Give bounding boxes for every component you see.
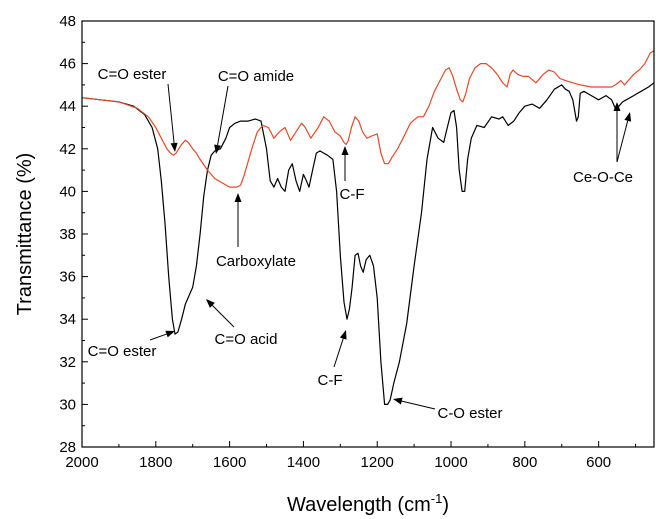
tick-layer: 2000 1800 1600 1400 1200 1000 800 600 28 30 32 34 36… <box>59 13 637 471</box>
annotation-arrow-line <box>149 333 167 341</box>
annotation-arrowhead <box>613 102 621 111</box>
annotation-arrow-line <box>217 85 229 146</box>
x-tick-label: 2000 <box>65 454 98 471</box>
plot-frame <box>81 20 655 448</box>
series-layer <box>81 50 655 405</box>
annotation-label: C=O ester <box>98 66 167 83</box>
annotation-arrow-line <box>616 120 629 163</box>
y-tick-label: 40 <box>59 183 76 200</box>
annotation-label: C-F <box>318 372 343 389</box>
y-tick-label: 34 <box>59 311 76 328</box>
x-tick-label: 1400 <box>287 454 320 471</box>
annotation-arrowhead <box>341 146 349 155</box>
annotation-label: C-F <box>340 186 365 203</box>
y-tick-label: 32 <box>59 354 76 371</box>
annotation-arrowhead <box>393 397 403 405</box>
y-axis-label: Transmittance (%) <box>14 153 36 316</box>
y-tick-label: 30 <box>59 396 76 413</box>
annotation-arrowhead <box>165 330 175 338</box>
x-axis-label-close: ) <box>442 494 449 516</box>
y-tick-label: 38 <box>59 226 76 243</box>
annotation-arrowhead <box>170 142 178 152</box>
annotation-arrow-line <box>212 305 235 328</box>
y-tick-label: 36 <box>59 269 76 286</box>
x-tick-label: 1600 <box>213 454 246 471</box>
series-line-black <box>81 82 655 405</box>
x-axis-label-main: Wavelength (cm <box>287 494 431 516</box>
annotation-arrowhead <box>206 299 215 308</box>
annotation-arrowhead <box>234 193 242 202</box>
annotation-label: Carboxylate <box>216 253 296 270</box>
annotation-label: C=O amide <box>218 68 294 85</box>
x-axis-label-sup: -1 <box>431 491 443 506</box>
x-tick-label: 1200 <box>361 454 394 471</box>
y-tick-label: 28 <box>59 439 76 456</box>
x-tick-label: 1000 <box>434 454 467 471</box>
x-tick-label: 600 <box>586 454 611 471</box>
annotation-arrow-line <box>401 400 436 410</box>
annotation-arrowhead <box>624 112 632 122</box>
annotation-arrow-line <box>167 83 175 144</box>
y-tick-label: 48 <box>59 13 76 30</box>
annotation-arrowhead <box>214 144 222 154</box>
annotation-arrow-line <box>333 338 344 368</box>
y-tick-label: 46 <box>59 56 76 73</box>
annotation-label: C=O acid <box>215 331 278 348</box>
annotation-layer: C=O ester C=O amide Carboxylate C-F Ce-O-Ce C… <box>88 66 633 422</box>
x-tick-label: 800 <box>512 454 537 471</box>
y-tick-label: 42 <box>59 141 76 158</box>
y-tick-label: 44 <box>59 98 76 115</box>
annotation-label: C=O ester <box>88 343 157 360</box>
annotation-arrowhead <box>339 330 347 340</box>
x-axis-label: Wavelength (cm-1) <box>287 491 449 516</box>
x-tick-label: 1800 <box>139 454 172 471</box>
series-line-red <box>81 50 655 188</box>
annotation-label: C-O ester <box>437 405 502 422</box>
annotation-label: Ce-O-Ce <box>573 169 633 186</box>
